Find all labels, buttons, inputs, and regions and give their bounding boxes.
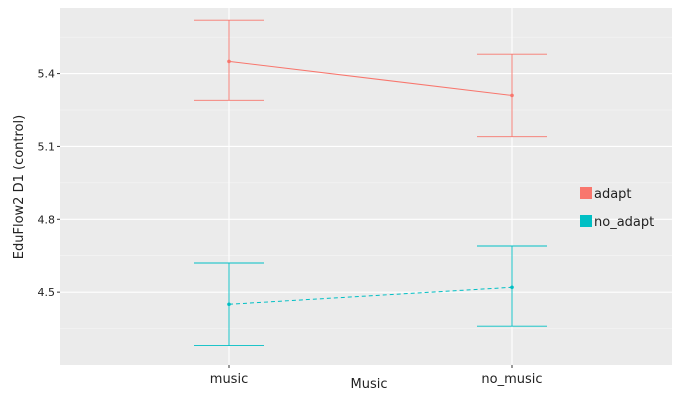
y-axis-ticks: 4.5 4.8 5.1 5.4: [38, 68, 60, 299]
series-lines: [228, 60, 513, 305]
y-axis-title: EduFlow2 D1 (control): [12, 115, 27, 259]
legend-key-adapt: [580, 187, 592, 199]
y-tick-label: 4.5: [38, 286, 56, 299]
plot-panel: [60, 8, 672, 365]
data-point-adapt: [510, 93, 514, 98]
series-line-no_adapt: [228, 286, 513, 305]
x-tick-label: no_music: [481, 372, 542, 387]
y-tick-label: 5.4: [38, 68, 56, 81]
x-axis-title: Music: [351, 377, 388, 392]
x-tick-label: music: [210, 372, 248, 387]
legend: adapt no_adapt: [580, 187, 654, 230]
legend-key-no_adapt: [580, 215, 592, 227]
minor-gridlines: [60, 36, 672, 329]
y-tick-label: 4.8: [38, 213, 56, 226]
data-point-no_adapt: [510, 285, 514, 290]
y-tick-label: 5.1: [38, 140, 56, 153]
legend-label-adapt: adapt: [594, 187, 632, 202]
series-line-adapt: [228, 60, 513, 96]
data-point-no_adapt: [227, 302, 231, 307]
data-point-adapt: [227, 59, 231, 64]
legend-label-no_adapt: no_adapt: [594, 215, 654, 230]
series-points: [227, 59, 514, 307]
x-axis-ticks: music no_music: [210, 365, 543, 387]
